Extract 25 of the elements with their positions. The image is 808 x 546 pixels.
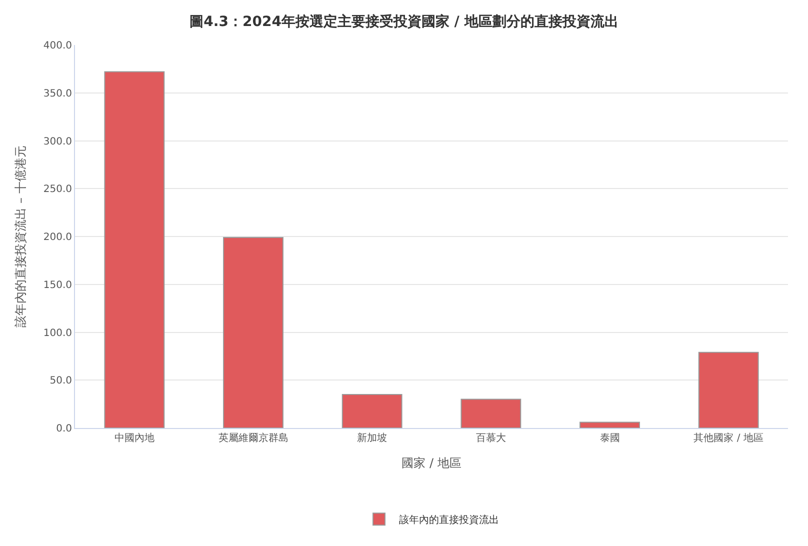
y-tick-label: 350.0	[43, 88, 72, 100]
bar	[342, 394, 402, 428]
x-axis-title: 國家 / 地區	[402, 456, 462, 470]
x-tick-label: 中國內地	[114, 432, 154, 444]
bar	[460, 398, 522, 428]
bar	[698, 352, 759, 428]
bar	[104, 71, 165, 428]
y-tick-label: 300.0	[43, 136, 72, 148]
y-tick-label: 100.0	[43, 328, 72, 339]
y-tick-label: 250.0	[43, 184, 72, 196]
y-tick-label: 0.0	[56, 424, 72, 434]
y-tick-label: 50.0	[50, 376, 72, 387]
x-tick-label: 泰國	[600, 433, 620, 444]
x-tick-label: 英屬維爾京群島	[218, 432, 288, 444]
bar	[223, 236, 284, 428]
y-axis-title: 該年內的直接投資流出 – 十億港元	[14, 146, 28, 328]
x-tick-label: 百慕大	[476, 432, 506, 444]
x-tick-label: 新加坡	[357, 432, 388, 444]
legend-label: 該年內的直接投資流出	[399, 514, 499, 526]
chart-title: 圖4.3：2024年按選定主要接受投資國家 / 地區劃分的直接投資流出	[190, 13, 618, 30]
x-tick-label: 其他國家 / 地區	[694, 432, 764, 444]
y-tick-label: 400.0	[43, 40, 72, 52]
y-tick-label: 200.0	[43, 232, 72, 243]
y-tick-label: 150.0	[43, 280, 72, 291]
bar	[580, 422, 640, 428]
